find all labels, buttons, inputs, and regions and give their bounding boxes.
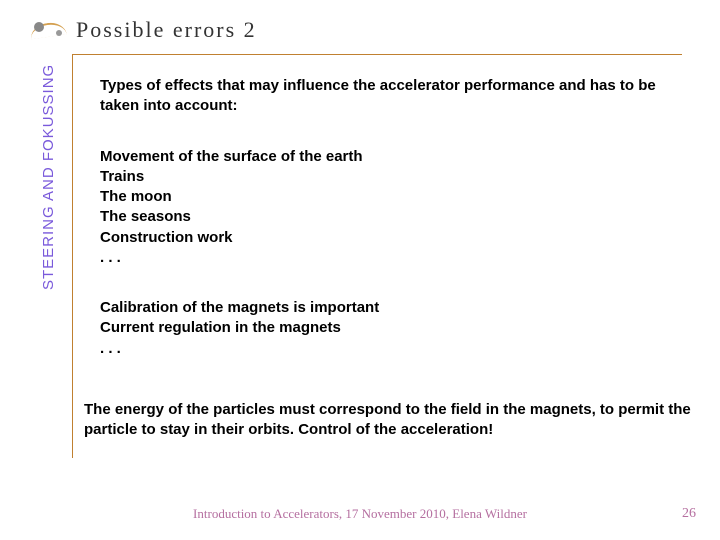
slide: Possible errors 2 STEERING AND FOKUSSING…	[0, 0, 720, 540]
list-item: Movement of the surface of the earth	[100, 148, 363, 165]
list-item: Construction work	[100, 229, 233, 246]
title-row: Possible errors 2	[30, 16, 257, 44]
logo-icon	[30, 16, 66, 44]
list-item: The seasons	[100, 208, 191, 225]
page-number: 26	[682, 506, 696, 522]
list-item: Trains	[100, 168, 144, 185]
sidebar-label: STEERING AND FOKUSSING	[40, 64, 57, 290]
horizontal-rule	[72, 54, 682, 55]
slide-title: Possible errors 2	[76, 17, 257, 43]
conclusion-paragraph: The energy of the particles must corresp…	[84, 400, 694, 441]
intro-paragraph: Types of effects that may influence the …	[100, 76, 690, 117]
footer-text: Introduction to Accelerators, 17 Novembe…	[0, 506, 720, 522]
list-item: The moon	[100, 188, 172, 205]
content-area: Types of effects that may influence the …	[100, 76, 690, 389]
list-item: Calibration of the magnets is important	[100, 299, 379, 316]
list-item: . . .	[100, 340, 121, 357]
list-item: . . .	[100, 249, 121, 266]
effects-list: Movement of the surface of the earth Tra…	[100, 147, 690, 269]
calibration-list: Calibration of the magnets is important …	[100, 298, 690, 359]
list-item: Current regulation in the magnets	[100, 319, 341, 336]
vertical-rule	[72, 54, 73, 458]
